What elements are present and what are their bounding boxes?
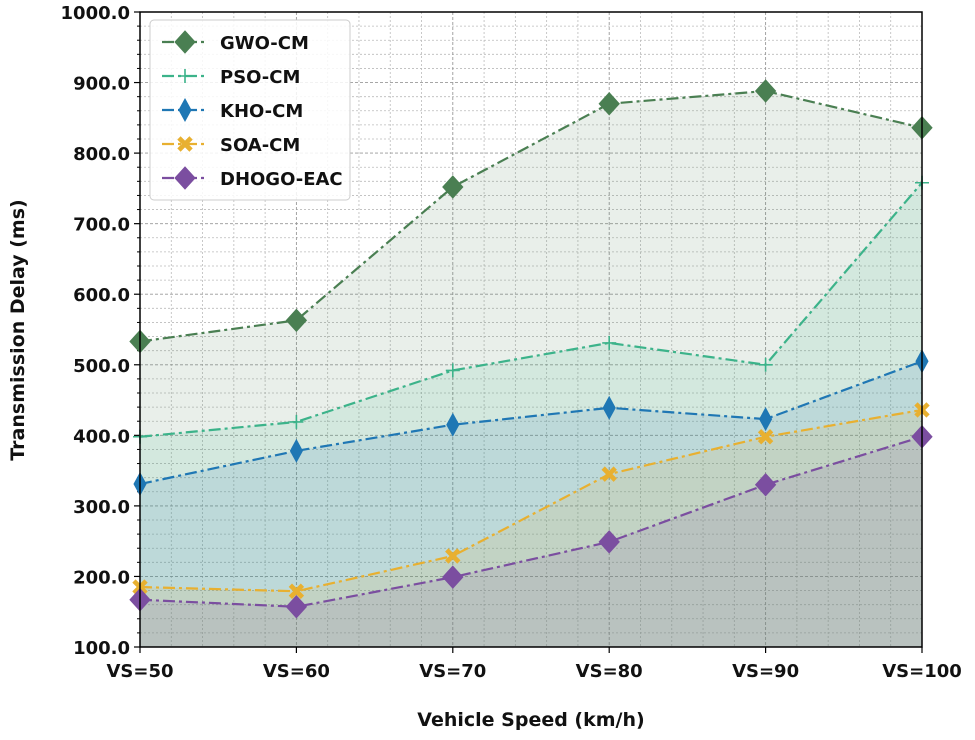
y-axis-label: Transmission Delay (ms) [7, 199, 29, 460]
legend-label: KHO-CM [220, 101, 303, 122]
area-fill [140, 182, 922, 647]
series-line [139, 89, 923, 343]
marker [445, 548, 461, 564]
y-tick-label: 900.0 [73, 74, 130, 95]
legend-label: GWO-CM [220, 33, 309, 54]
marker [446, 412, 460, 437]
x-tick-label: VS=80 [576, 661, 643, 682]
marker [289, 438, 303, 463]
marker [754, 79, 777, 103]
marker [602, 335, 617, 350]
x-tick-label: VS=100 [882, 661, 962, 682]
marker [285, 308, 308, 333]
y-tick-label: 200.0 [73, 567, 130, 588]
marker [285, 595, 308, 619]
y-tick-label: 1000.0 [61, 3, 130, 24]
area-fill [140, 361, 922, 647]
marker [758, 357, 773, 372]
area-fill [140, 91, 922, 648]
marker [445, 363, 460, 378]
x-axis-label: Vehicle Speed (km/h) [417, 709, 644, 731]
marker [598, 91, 620, 116]
x-tick-label: VS=70 [419, 661, 486, 682]
legend-label: PSO-CM [220, 67, 300, 88]
marker [759, 407, 773, 432]
x-tick-label: VS=50 [106, 661, 173, 682]
marker [174, 30, 196, 54]
series-line [139, 182, 923, 438]
legend-label: SOA-CM [220, 135, 300, 156]
marker [442, 565, 464, 589]
y-tick-label: 700.0 [73, 215, 130, 236]
plot-frame [139, 11, 923, 648]
marker [754, 472, 777, 497]
marker [178, 69, 192, 83]
series-line [139, 360, 923, 486]
area-fill [140, 409, 922, 647]
legend-box [149, 19, 351, 201]
marker [757, 429, 774, 445]
y-tick-label: 400.0 [73, 426, 130, 447]
marker [177, 136, 193, 152]
y-tick-label: 600.0 [73, 285, 130, 306]
marker [289, 414, 304, 429]
marker [602, 395, 616, 420]
marker [288, 583, 305, 599]
x-tick-label: VS=60 [263, 661, 330, 682]
y-tick-label: 800.0 [73, 144, 130, 165]
legend-label: DHOGO-EAC [220, 169, 343, 190]
series-line [139, 435, 923, 608]
area-fill [140, 436, 922, 647]
y-tick-label: 300.0 [73, 497, 130, 518]
marker [174, 166, 196, 190]
marker [601, 466, 617, 482]
marker [598, 530, 620, 554]
y-tick-label: 100.0 [73, 638, 130, 659]
marker [442, 175, 464, 199]
x-tick-label: VS=90 [732, 661, 799, 682]
y-tick-label: 500.0 [73, 356, 130, 377]
marker [178, 97, 192, 123]
